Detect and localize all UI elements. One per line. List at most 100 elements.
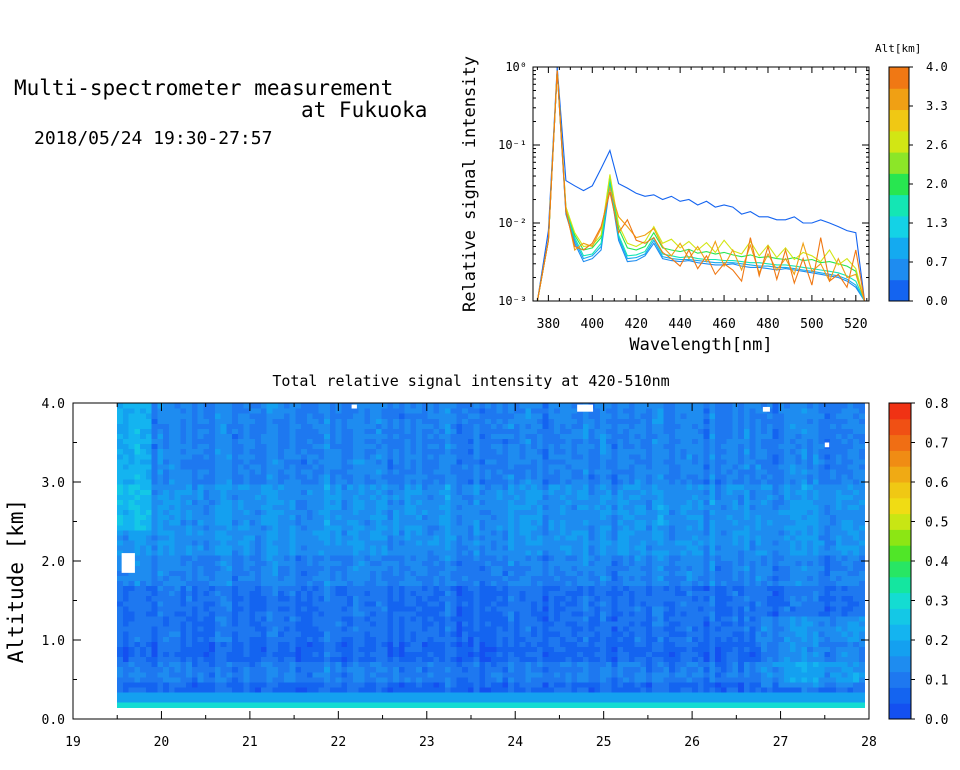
heatmap-cell bbox=[151, 666, 159, 673]
heatmap-cell bbox=[743, 570, 751, 576]
heatmap-cell bbox=[812, 555, 820, 561]
heatmap-cell bbox=[812, 671, 820, 678]
heatmap-cell bbox=[732, 676, 739, 683]
heatmap-cell bbox=[203, 620, 210, 627]
heatmap-cell bbox=[237, 702, 245, 708]
heatmap-cell bbox=[145, 570, 153, 576]
heatmap-cell bbox=[640, 565, 647, 571]
heatmap-cell bbox=[324, 702, 331, 708]
heatmap-cell bbox=[145, 600, 153, 607]
heatmap-cell bbox=[312, 539, 320, 546]
heatmap-cell bbox=[703, 681, 710, 688]
heatmap-cell bbox=[784, 590, 791, 597]
heatmap-cell bbox=[496, 570, 503, 576]
heatmap-cell bbox=[766, 656, 774, 663]
heatmap-cell bbox=[433, 626, 440, 632]
heatmap-cell bbox=[858, 534, 866, 541]
heatmap-cell bbox=[393, 646, 400, 652]
heatmap-cell bbox=[605, 671, 613, 678]
heatmap-cell bbox=[577, 544, 584, 551]
heatmap-cell bbox=[542, 580, 549, 587]
heatmap-cell bbox=[278, 691, 285, 698]
heatmap-cell bbox=[450, 519, 458, 526]
heatmap-cell bbox=[243, 550, 251, 556]
heatmap-cell bbox=[249, 524, 256, 531]
heatmap-cell bbox=[554, 641, 561, 647]
heatmap-cell bbox=[853, 676, 860, 683]
heatmap-cell bbox=[306, 585, 314, 592]
heatmap-cell bbox=[508, 590, 515, 597]
heatmap-cell bbox=[237, 661, 245, 668]
heatmap-cell bbox=[318, 575, 325, 582]
heatmap-cell bbox=[686, 620, 693, 627]
heatmap-cell bbox=[847, 534, 854, 541]
heatmap-cell bbox=[847, 570, 854, 576]
heatmap-cell bbox=[467, 560, 475, 566]
heatmap-cell bbox=[209, 610, 216, 617]
heatmap-cell bbox=[542, 565, 549, 571]
heatmap-cell bbox=[749, 631, 756, 637]
heatmap-cell bbox=[732, 646, 739, 652]
heatmap-cell bbox=[651, 656, 659, 663]
heatmap-cell bbox=[795, 529, 802, 536]
heatmap-cell bbox=[738, 610, 745, 617]
heatmap-cell bbox=[214, 600, 222, 607]
heatmap-cell bbox=[249, 610, 256, 617]
heatmap-cell bbox=[220, 550, 228, 556]
heatmap-cell bbox=[548, 610, 555, 617]
heatmap-cell bbox=[186, 519, 193, 526]
heatmap-cell bbox=[766, 610, 774, 617]
heatmap-cell bbox=[237, 544, 245, 551]
heatmap-cell bbox=[784, 702, 791, 708]
heatmap-cell bbox=[738, 636, 745, 642]
heatmap-cell bbox=[812, 686, 820, 693]
heatmap-cell bbox=[301, 560, 308, 566]
spectrum-x-tick-label: 480 bbox=[756, 317, 779, 332]
heatmap-cell bbox=[283, 585, 291, 592]
heatmap-cell bbox=[421, 641, 429, 647]
heatmap-cell bbox=[525, 550, 532, 556]
heatmap-cell bbox=[416, 631, 423, 637]
heatmap-cell bbox=[416, 519, 423, 526]
heatmap-cell bbox=[508, 666, 515, 673]
heatmap-cell bbox=[278, 600, 285, 607]
heatmap-cell bbox=[847, 641, 854, 647]
heatmap-cell bbox=[830, 575, 837, 582]
heatmap-cell bbox=[651, 585, 659, 592]
heatmap-cell bbox=[272, 519, 279, 526]
heatmap-cell bbox=[381, 626, 389, 632]
heatmap-cell bbox=[410, 555, 417, 561]
heatmap-cell bbox=[726, 702, 733, 708]
heatmap-cell bbox=[605, 631, 613, 637]
heatmap-cell bbox=[502, 661, 509, 668]
heatmap-cell bbox=[421, 544, 429, 551]
heatmap-cell bbox=[370, 661, 377, 668]
heatmap-cell bbox=[174, 550, 182, 556]
heatmap-cell bbox=[657, 686, 664, 693]
heatmap-cell bbox=[600, 560, 607, 566]
heatmap-cell bbox=[186, 595, 193, 602]
heatmap-cell bbox=[726, 671, 733, 678]
heatmap-cell bbox=[686, 661, 693, 668]
heatmap-cell bbox=[163, 529, 170, 536]
heatmap-cell bbox=[490, 697, 498, 703]
heatmap-cell bbox=[565, 615, 572, 622]
heatmap-cell bbox=[525, 686, 532, 693]
heatmap-cell bbox=[542, 560, 549, 566]
heatmap-cell bbox=[278, 570, 285, 576]
heatmap-cell bbox=[634, 646, 641, 652]
heatmap-cell bbox=[145, 676, 153, 683]
heatmap-cell bbox=[462, 610, 469, 617]
heatmap-cell bbox=[260, 615, 268, 622]
heatmap-cell bbox=[519, 671, 526, 678]
heatmap-cell bbox=[531, 681, 538, 688]
heatmap-cell bbox=[416, 641, 423, 647]
heatmap-cell bbox=[697, 676, 705, 683]
heatmap-cell bbox=[117, 676, 124, 683]
heatmap-cell bbox=[387, 631, 394, 637]
heatmap-cell bbox=[134, 686, 141, 693]
heatmap-cell bbox=[410, 580, 417, 587]
heatmap-cell bbox=[467, 565, 475, 571]
heatmap-cell bbox=[174, 615, 182, 622]
heatmap-cell bbox=[715, 529, 722, 536]
